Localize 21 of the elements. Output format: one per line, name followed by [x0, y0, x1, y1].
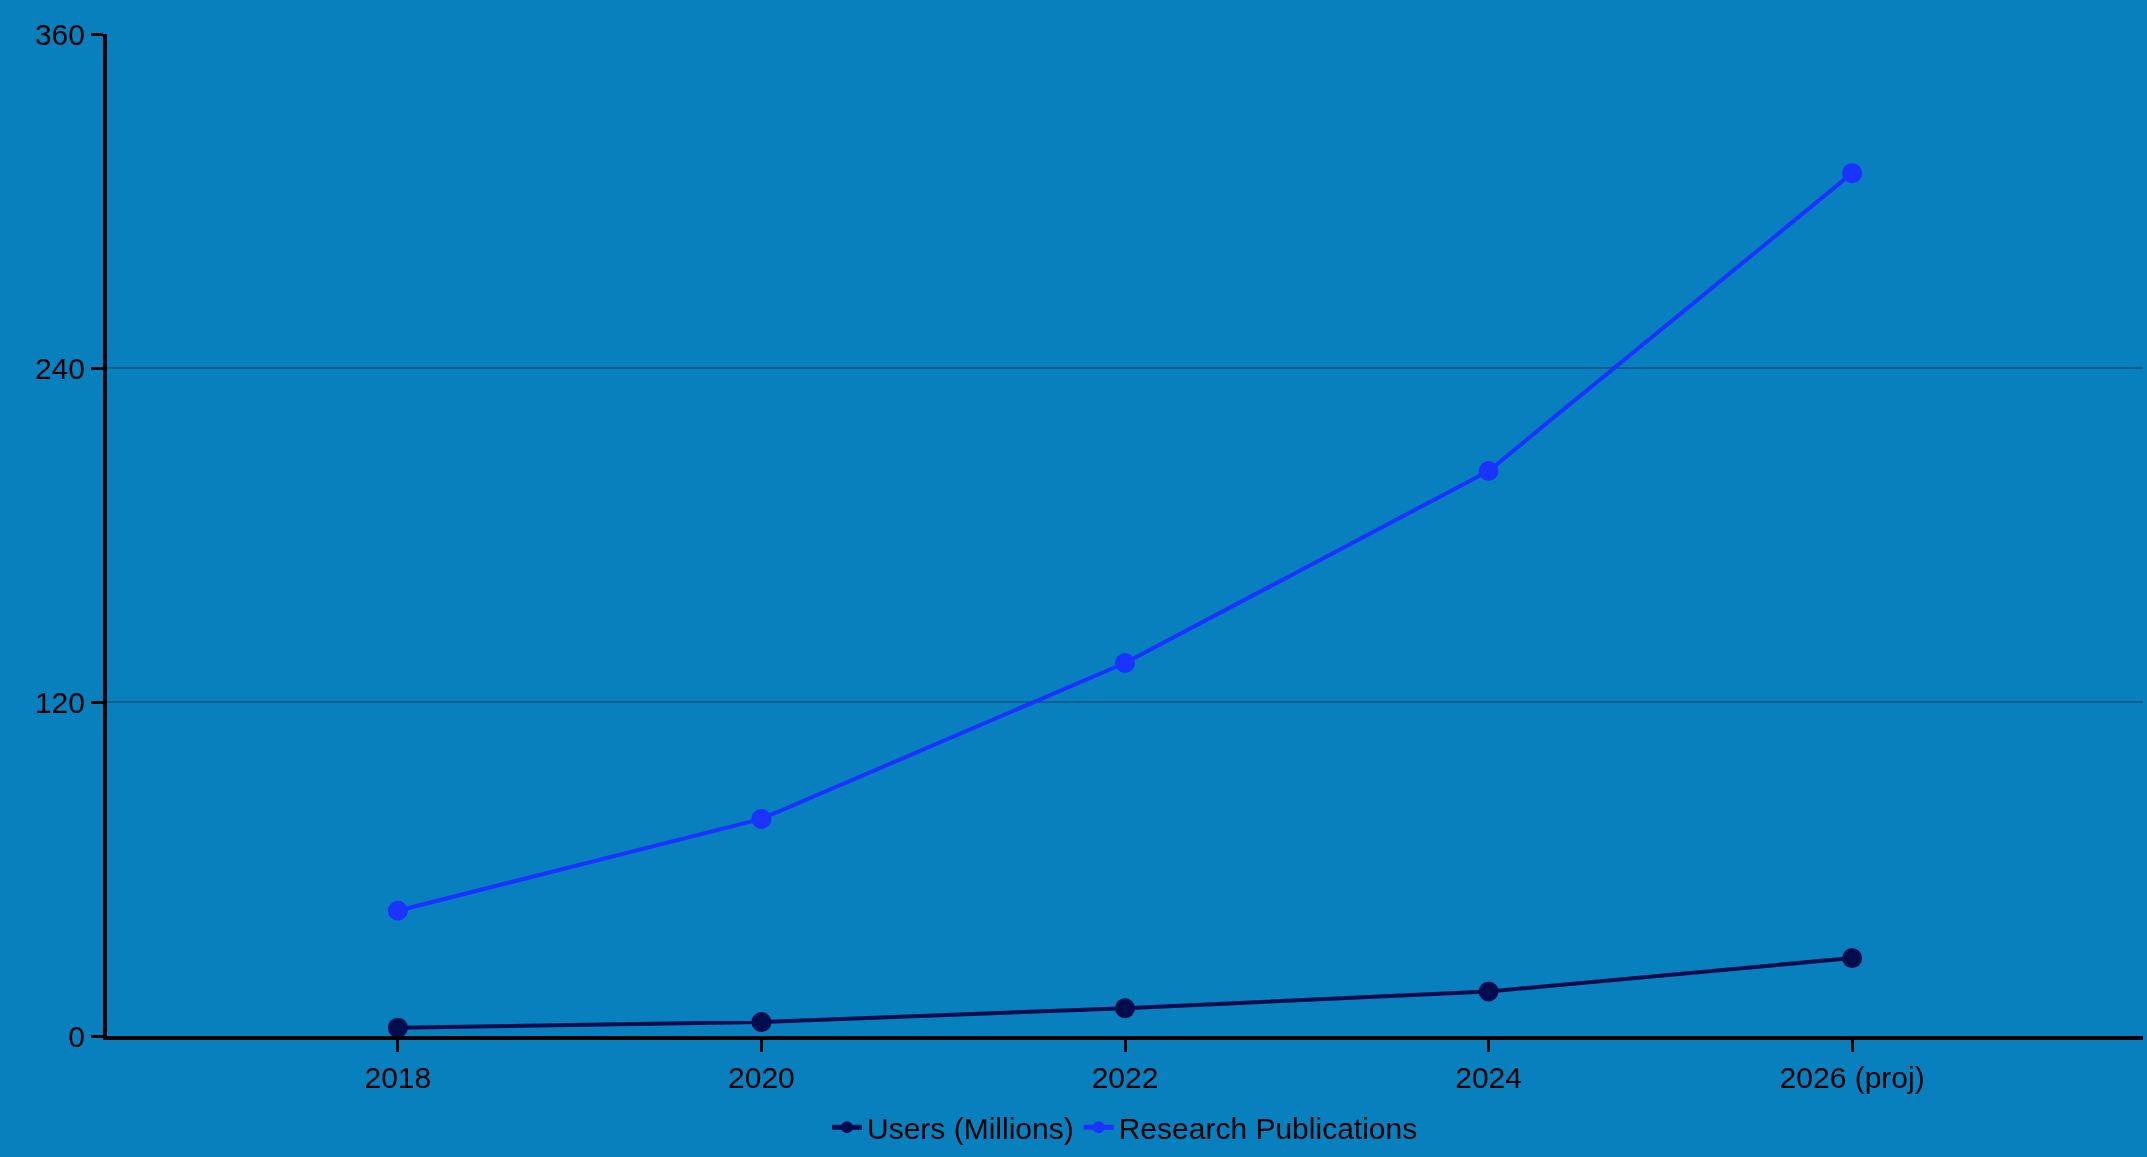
- point: [1842, 948, 1863, 969]
- y-tick-label: 360: [34, 17, 85, 51]
- x-tick-label: 2018: [364, 1061, 432, 1094]
- point: [1478, 460, 1499, 481]
- legend-label: Research Publications: [1118, 1111, 1418, 1145]
- point: [751, 1012, 772, 1033]
- x-tick-label: 2020: [728, 1061, 795, 1094]
- point: [1115, 653, 1135, 674]
- y-tick-label: 0: [68, 1019, 85, 1053]
- legend-label: Users (Millions): [867, 1111, 1074, 1145]
- point: [1842, 163, 1863, 184]
- point: [751, 808, 772, 829]
- y-tick-label: 120: [34, 685, 85, 719]
- point: [1115, 998, 1135, 1019]
- point: [387, 900, 408, 921]
- x-tick-label: 2024: [1455, 1061, 1522, 1094]
- point: [1478, 981, 1499, 1002]
- x-tick-label: 2022: [1091, 1061, 1159, 1094]
- point: [387, 1017, 408, 1038]
- y-tick-label: 240: [34, 351, 85, 385]
- x-tick-label: 2026 (proj): [1779, 1061, 1925, 1094]
